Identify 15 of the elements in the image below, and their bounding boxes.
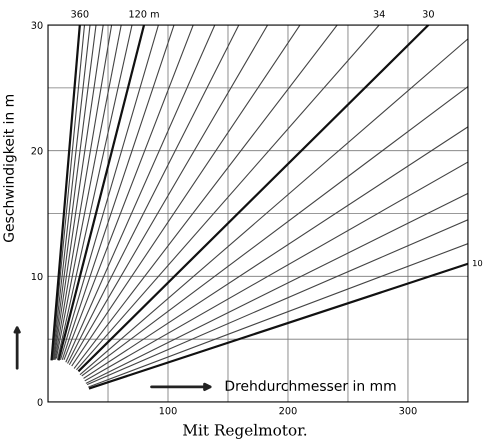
y-tick-label: 20 — [32, 147, 43, 155]
series-label: 10 — [473, 260, 482, 266]
series-label: 30 — [422, 10, 434, 18]
series-label: 360 — [71, 10, 88, 18]
x-tick-label: 100 — [160, 407, 177, 414]
text: Mit Regelmotor. — [183, 424, 306, 439]
y-tick-label: 30 — [32, 22, 43, 29]
y-tick-label: 10 — [32, 272, 43, 280]
y-axis-title: Geschwindigkeit in m — [3, 95, 17, 242]
x-tick-label: 300 — [399, 407, 417, 414]
series-label: 120 m — [130, 10, 159, 18]
y-tick-label: 0 — [38, 398, 43, 406]
x-axis-title: Drehdurchmesser in mm — [226, 380, 396, 391]
series-label: 34 — [374, 10, 385, 18]
x-tick-label: 200 — [279, 407, 297, 414]
